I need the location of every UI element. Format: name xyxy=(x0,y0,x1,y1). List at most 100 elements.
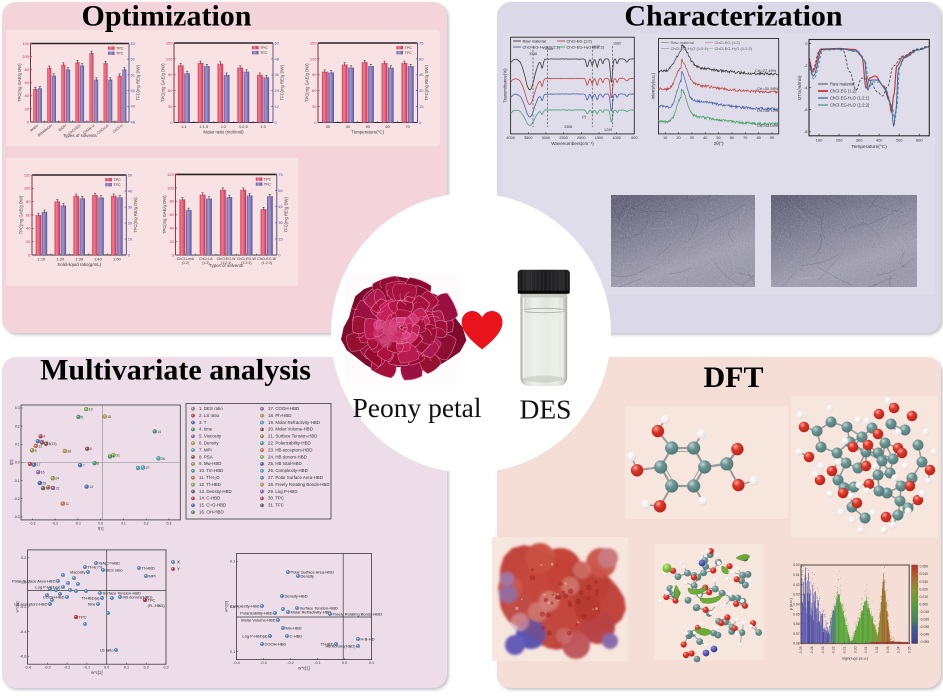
svg-text:0.2: 0.2 xyxy=(15,424,20,428)
svg-text:60: 60 xyxy=(25,80,30,85)
svg-text:-0.04: -0.04 xyxy=(810,646,814,654)
svg-text:80: 80 xyxy=(26,199,31,204)
svg-text:Solid-liquid ratio(g/mL): Solid-liquid ratio(g/mL) xyxy=(57,262,101,267)
svg-text:20: 20 xyxy=(25,106,30,111)
svg-text:0.2: 0.2 xyxy=(144,666,149,670)
svg-text:150: 150 xyxy=(310,40,317,45)
svg-text:27: 27 xyxy=(146,466,150,470)
svg-text:TFC(mg RE/g DW): TFC(mg RE/g DW) xyxy=(280,65,285,101)
svg-text:0.07: 0.07 xyxy=(793,632,800,636)
svg-text:1:15: 1:15 xyxy=(38,257,47,262)
svg-text:1. DES ratio: 1. DES ratio xyxy=(199,406,223,411)
svg-text:31: 31 xyxy=(116,453,120,457)
svg-text:TFC(mg RE/g DW): TFC(mg RE/g DW) xyxy=(136,65,141,101)
svg-text:60: 60 xyxy=(419,56,424,61)
svg-text:60: 60 xyxy=(275,40,280,45)
svg-text:0.2: 0.2 xyxy=(21,556,26,560)
svg-text:Raw material: Raw material xyxy=(830,82,855,87)
svg-text:-0.4: -0.4 xyxy=(233,661,239,665)
svg-text:-0.2: -0.2 xyxy=(287,661,293,665)
svg-text:(?): (?) xyxy=(582,115,586,119)
svg-text:400: 400 xyxy=(876,137,883,142)
svg-text:Peony petal: Peony petal xyxy=(352,392,481,423)
svg-text:0.1: 0.1 xyxy=(15,443,20,447)
svg-text:18: 18 xyxy=(107,415,111,419)
svg-text:0.06: 0.06 xyxy=(793,622,800,626)
svg-text:0.08: 0.08 xyxy=(793,642,800,646)
svg-text:Temperature(°C): Temperature(°C) xyxy=(352,130,385,135)
svg-text:0.00: 0.00 xyxy=(793,563,800,567)
svg-text:6. Density: 6. Density xyxy=(199,441,219,446)
svg-text:12: 12 xyxy=(275,104,280,109)
svg-text:5. Viscosity: 5. Viscosity xyxy=(199,434,222,439)
svg-text:2500: 2500 xyxy=(559,136,567,140)
svg-text:CrI=43.04%: CrI=43.04% xyxy=(757,123,779,128)
svg-text:TFC(mg RE/g DW): TFC(mg RE/g DW) xyxy=(133,197,138,233)
svg-text:1:40: 1:40 xyxy=(94,257,103,262)
svg-text:0.03: 0.03 xyxy=(793,593,800,597)
svg-text:TFC(mg RE/g DW): TFC(mg RE/g DW) xyxy=(283,197,288,233)
svg-text:25: 25 xyxy=(42,481,46,485)
svg-text:0.000: 0.000 xyxy=(920,603,929,607)
svg-text:ChCl-EG (1:2): ChCl-EG (1:2) xyxy=(567,39,593,44)
svg-text:w*c[1]: w*c[1] xyxy=(298,666,309,671)
svg-text:COOH-HBD: COOH-HBD xyxy=(265,641,287,646)
svg-text:0.1: 0.1 xyxy=(230,560,235,564)
svg-text:ChCl-EG-H₂O (1:2:2): ChCl-EG-H₂O (1:2:2) xyxy=(830,103,870,108)
svg-text:3338: 3338 xyxy=(529,52,537,56)
svg-text:11: 11 xyxy=(65,502,69,506)
svg-text:150: 150 xyxy=(166,40,173,45)
svg-text:sign(λ₂)ρ (a.u.): sign(λ₂)ρ (a.u.) xyxy=(842,656,869,661)
svg-text:25. HB total-HBD: 25. HB total-HBD xyxy=(268,461,302,466)
svg-text:30: 30 xyxy=(168,104,173,109)
svg-text:50: 50 xyxy=(716,136,720,140)
svg-text:Optimization: Optimization xyxy=(82,0,252,32)
svg-text:14. C-HBD: 14. C-HBD xyxy=(199,496,220,501)
svg-text:Density-HBD: Density-HBD xyxy=(285,593,308,598)
svg-text:30: 30 xyxy=(312,104,317,109)
svg-text:w*c[2]: w*c[2] xyxy=(15,602,20,613)
svg-text:53: 53 xyxy=(131,41,136,46)
svg-text:Molar ratio (mol/mol): Molar ratio (mol/mol) xyxy=(203,130,244,135)
svg-text:40: 40 xyxy=(25,93,30,98)
svg-text:8. PSA: 8. PSA xyxy=(199,454,213,459)
svg-text:0.04: 0.04 xyxy=(793,603,800,607)
svg-text:40: 40 xyxy=(26,226,31,231)
svg-text:9: 9 xyxy=(35,449,37,453)
svg-text:(FL-HBD): (FL-HBD) xyxy=(148,603,166,608)
svg-text:TPC: TPC xyxy=(116,47,124,51)
svg-text:t[1]: t[1] xyxy=(98,525,104,530)
svg-text:40: 40 xyxy=(169,226,174,231)
svg-text:100: 100 xyxy=(24,186,31,191)
svg-text:24. HB donors-HBD: 24. HB donors-HBD xyxy=(268,454,307,459)
svg-text:30: 30 xyxy=(326,124,331,129)
svg-text:1:1.5: 1:1.5 xyxy=(199,124,209,129)
svg-text:13: 13 xyxy=(89,485,93,489)
svg-text:300: 300 xyxy=(856,137,863,142)
svg-text:16. OH-HBD: 16. OH-HBD xyxy=(199,510,224,515)
svg-text:28. Freely Rotating Bonds-HBD: 28. Freely Rotating Bonds-HBD xyxy=(268,482,330,487)
svg-text:-0.3: -0.3 xyxy=(29,521,35,525)
svg-text:1:20: 1:20 xyxy=(56,257,65,262)
svg-text:TPC: TPC xyxy=(405,46,413,50)
svg-text:w*c[1]: w*c[1] xyxy=(91,670,102,675)
svg-text:0.3: 0.3 xyxy=(15,406,20,410)
svg-text:0.0: 0.0 xyxy=(15,461,20,465)
svg-text:-0.03: -0.03 xyxy=(821,646,825,654)
svg-text:Transmittance(%): Transmittance(%) xyxy=(503,68,508,103)
svg-text:0.1: 0.1 xyxy=(121,521,126,525)
svg-text:Temperature(°C): Temperature(°C) xyxy=(851,144,887,150)
svg-text:20: 20 xyxy=(169,239,174,244)
svg-text:3000: 3000 xyxy=(542,136,550,140)
svg-text:LS ratio: LS ratio xyxy=(100,647,115,652)
svg-text:-0.2: -0.2 xyxy=(14,497,20,501)
svg-text:100: 100 xyxy=(167,185,174,190)
svg-text:20: 20 xyxy=(676,136,680,140)
svg-text:-0.020: -0.020 xyxy=(920,618,930,622)
svg-text:TPC: TPC xyxy=(79,614,87,619)
svg-text:-0.2: -0.2 xyxy=(20,605,26,609)
svg-text:time: time xyxy=(88,601,96,606)
svg-text:22. Polarizability-HBD: 22. Polarizability-HBD xyxy=(268,441,311,446)
svg-text:3500: 3500 xyxy=(524,136,532,140)
svg-text:Mw-HBD: Mw-HBD xyxy=(286,625,302,630)
